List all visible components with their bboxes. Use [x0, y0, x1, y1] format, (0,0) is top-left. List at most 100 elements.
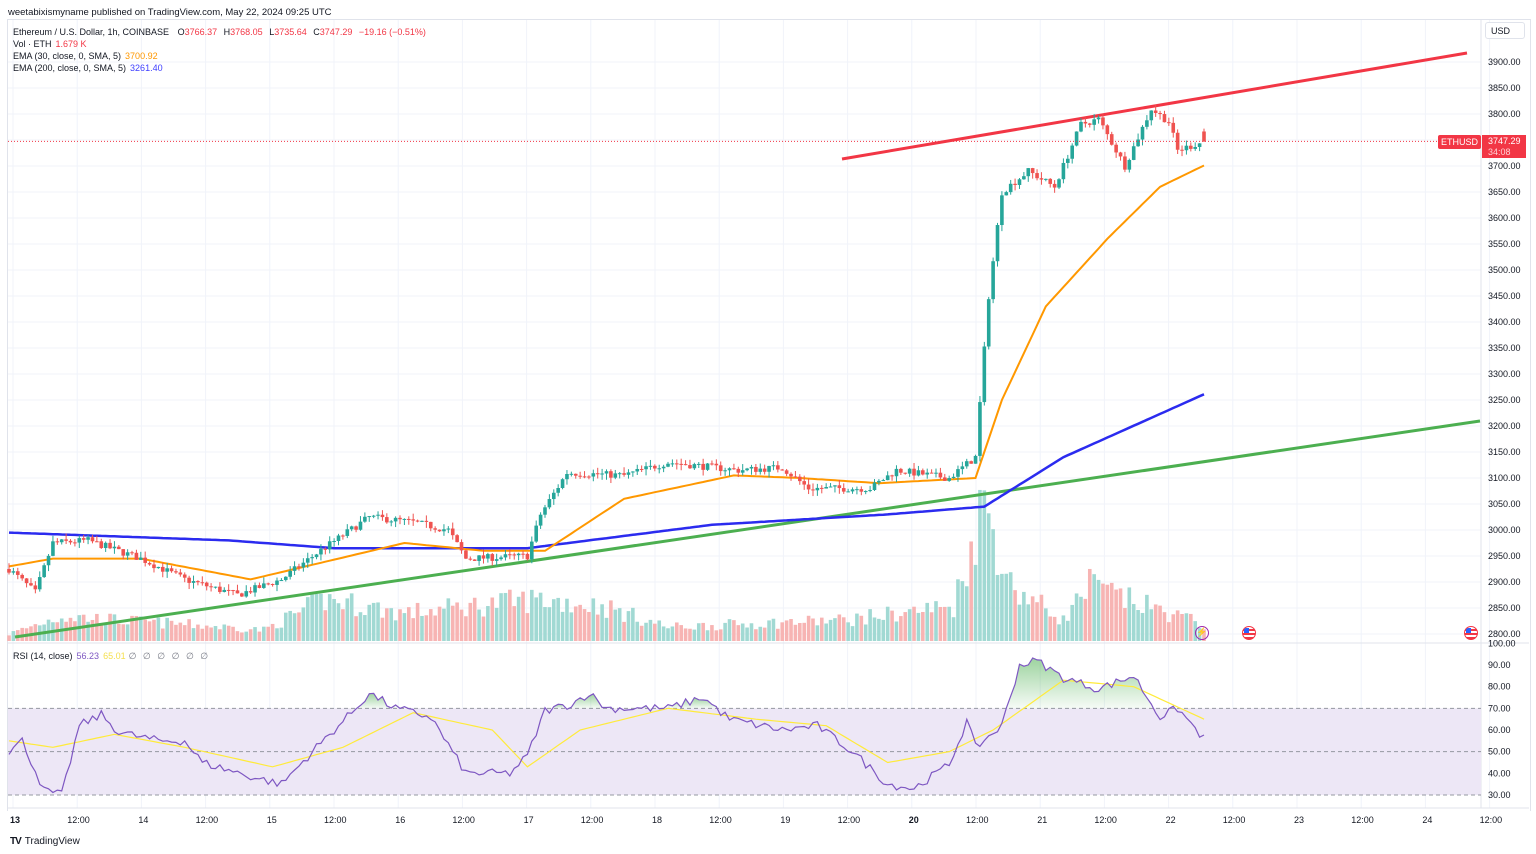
- svg-text:3400.00: 3400.00: [1488, 317, 1521, 327]
- bar-countdown: 34:08: [1488, 147, 1511, 157]
- svg-text:3000.00: 3000.00: [1488, 525, 1521, 535]
- svg-text:100.00: 100.00: [1488, 638, 1516, 648]
- ohlc-change: −19.16 (−0.51%): [358, 27, 426, 37]
- rsi-na-values: ∅ ∅ ∅ ∅ ∅ ∅: [128, 651, 211, 661]
- svg-text:12:00: 12:00: [1480, 815, 1503, 825]
- svg-text:23: 23: [1294, 815, 1304, 825]
- gridlines: [8, 20, 1491, 808]
- svg-text:17: 17: [524, 815, 534, 825]
- svg-text:2900.00: 2900.00: [1488, 577, 1521, 587]
- bolt-icon[interactable]: ⚡: [1195, 626, 1209, 640]
- svg-text:3850.00: 3850.00: [1488, 83, 1521, 93]
- svg-text:19: 19: [780, 815, 790, 825]
- ema30-legend[interactable]: EMA (30, close, 0, SMA, 5) 3700.92: [13, 50, 158, 62]
- svg-text:21: 21: [1037, 815, 1047, 825]
- volume-bars: [7, 489, 1206, 641]
- us-flag-icon[interactable]: [1242, 626, 1256, 640]
- svg-text:12:00: 12:00: [966, 815, 989, 825]
- svg-text:2800.00: 2800.00: [1488, 629, 1521, 639]
- ohlc-high: 3768.05: [230, 27, 263, 37]
- svg-text:30.00: 30.00: [1488, 790, 1511, 800]
- svg-text:3350.00: 3350.00: [1488, 343, 1521, 353]
- svg-text:12:00: 12:00: [838, 815, 861, 825]
- svg-text:22: 22: [1166, 815, 1176, 825]
- svg-text:18: 18: [652, 815, 662, 825]
- svg-text:12:00: 12:00: [709, 815, 732, 825]
- svg-text:12:00: 12:00: [324, 815, 347, 825]
- ema30-label: EMA (30, close, 0, SMA, 5): [13, 51, 122, 61]
- svg-text:3050.00: 3050.00: [1488, 499, 1521, 509]
- ohlc-low: 3735.64: [274, 27, 307, 37]
- symbol-price-tag: ETHUSD: [1438, 135, 1482, 149]
- last-price-tag: 3747.29 34:08: [1482, 135, 1526, 158]
- svg-text:2850.00: 2850.00: [1488, 603, 1521, 613]
- svg-text:3250.00: 3250.00: [1488, 395, 1521, 405]
- symbol-legend[interactable]: Ethereum / U.S. Dollar, 1h, COINBASE O37…: [13, 26, 426, 38]
- svg-text:3700.00: 3700.00: [1488, 161, 1521, 171]
- ema30-line: [8, 164, 1205, 581]
- rsi-ma-value: 65.01: [103, 651, 126, 661]
- svg-text:80.00: 80.00: [1488, 682, 1511, 692]
- svg-text:12:00: 12:00: [1223, 815, 1246, 825]
- support-trendline[interactable]: [14, 419, 1481, 639]
- ohlc-open-label: O: [177, 27, 185, 37]
- svg-text:16: 16: [395, 815, 405, 825]
- rsi-line: [8, 657, 1205, 794]
- ema200-legend[interactable]: EMA (200, close, 0, SMA, 5) 3261.40: [13, 62, 163, 74]
- svg-text:3800.00: 3800.00: [1488, 109, 1521, 119]
- rsi-ma-line: [8, 679, 1205, 768]
- rsi-axis[interactable]: 100.00 90.00 80.00 70.00 60.00 50.00 40.00 30.0…: [1488, 638, 1516, 800]
- svg-text:60.00: 60.00: [1488, 725, 1511, 735]
- price-axis[interactable]: 3900.00 3850.00 3800.00 3700.00 3650.00 3600.…: [1488, 57, 1521, 639]
- svg-text:50.00: 50.00: [1488, 747, 1511, 757]
- time-axis[interactable]: 13 12:00 14 12:00 15 12:00 16 12:00 17 12:00 18 12:…: [10, 815, 1502, 825]
- rsi-legend[interactable]: RSI (14, close) 56.23 65.01 ∅ ∅ ∅ ∅ ∅ ∅: [13, 650, 210, 662]
- svg-text:12:00: 12:00: [1094, 815, 1117, 825]
- svg-text:14: 14: [138, 815, 148, 825]
- symbol-title: Ethereum / U.S. Dollar, 1h, COINBASE: [13, 27, 170, 37]
- tradingview-logo-icon: TV: [10, 836, 22, 847]
- svg-text:3650.00: 3650.00: [1488, 187, 1521, 197]
- svg-text:3550.00: 3550.00: [1488, 239, 1521, 249]
- volume-value: 1.679 K: [55, 39, 87, 49]
- svg-text:3300.00: 3300.00: [1488, 369, 1521, 379]
- currency-button[interactable]: USD: [1485, 22, 1525, 39]
- ema200-line: [8, 393, 1205, 550]
- brand-name: TradingView: [24, 836, 80, 847]
- svg-text:3500.00: 3500.00: [1488, 265, 1521, 275]
- svg-text:13: 13: [10, 815, 20, 825]
- svg-text:90.00: 90.00: [1488, 660, 1511, 670]
- ohlc-low-label: L: [269, 27, 275, 37]
- svg-text:24: 24: [1422, 815, 1432, 825]
- ema200-value: 3261.40: [130, 63, 163, 73]
- svg-text:40.00: 40.00: [1488, 768, 1511, 778]
- svg-text:12:00: 12:00: [67, 815, 90, 825]
- ohlc-close: 3747.29: [319, 27, 353, 37]
- last-price: 3747.29: [1488, 136, 1521, 146]
- ema30-value: 3700.92: [125, 51, 158, 61]
- ohlc-high-label: H: [223, 27, 231, 37]
- rsi-label: RSI (14, close): [13, 651, 73, 661]
- resistance-trendline[interactable]: [841, 51, 1468, 161]
- svg-text:15: 15: [267, 815, 277, 825]
- us-flag-icon[interactable]: [1464, 626, 1478, 640]
- svg-text:70.00: 70.00: [1488, 703, 1511, 713]
- volume-legend[interactable]: Vol · ETH 1.679 K: [13, 38, 87, 50]
- svg-text:12:00: 12:00: [1351, 815, 1374, 825]
- svg-text:12:00: 12:00: [452, 815, 475, 825]
- svg-text:3100.00: 3100.00: [1488, 473, 1521, 483]
- candlesticks: [7, 104, 1206, 598]
- svg-text:3450.00: 3450.00: [1488, 291, 1521, 301]
- ohlc-open: 3766.37: [184, 27, 218, 37]
- ema200-label: EMA (200, close, 0, SMA, 5): [13, 63, 127, 73]
- svg-text:3150.00: 3150.00: [1488, 447, 1521, 457]
- chart-frame: [7, 19, 1531, 811]
- svg-text:2950.00: 2950.00: [1488, 551, 1521, 561]
- svg-text:3200.00: 3200.00: [1488, 421, 1521, 431]
- publisher-line: weetabixismyname published on TradingVie…: [8, 7, 332, 18]
- svg-text:3600.00: 3600.00: [1488, 213, 1521, 223]
- footer: TV TradingView: [10, 836, 80, 847]
- svg-text:20: 20: [909, 815, 919, 825]
- svg-text:12:00: 12:00: [196, 815, 219, 825]
